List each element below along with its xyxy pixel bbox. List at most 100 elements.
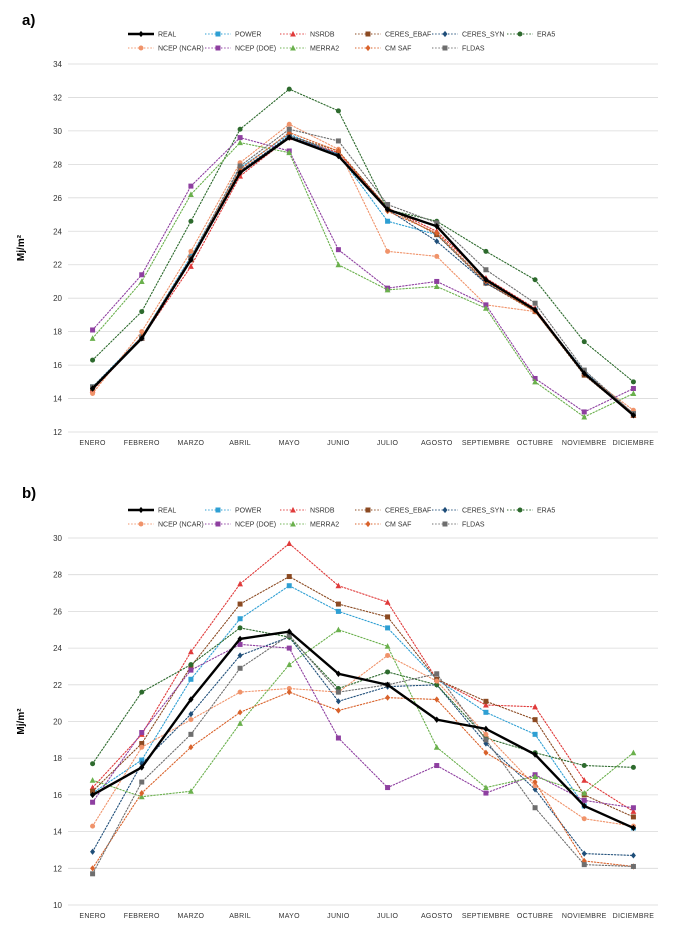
- data-point-b-ceres-syn-noviembre: [581, 850, 587, 857]
- x-tick-label-a-mayo: MAYO: [279, 440, 301, 447]
- legend-marker-b-nsrdb: [290, 506, 296, 513]
- data-point-b-ceres-ebaf-febrero: [139, 741, 145, 747]
- data-point-b-cm-saf-septiembre: [483, 749, 489, 756]
- legend-marker-b-real: [138, 506, 144, 514]
- data-point-b-nsrdb-enero: [89, 784, 96, 791]
- data-point-a-ncep-doe-octubre: [532, 375, 538, 381]
- legend-label-b-nsrdb: NSRDB: [310, 508, 335, 515]
- x-tick-label-b-mayo: MAYO: [279, 913, 301, 920]
- y-tick-label-b-18: 18: [53, 754, 62, 763]
- x-tick-label-a-junio: JUNIO: [327, 440, 350, 447]
- data-point-a-merra2-enero: [89, 335, 96, 341]
- legend-entry-a-nsrdb: NSRDB: [280, 30, 335, 39]
- data-point-b-merra2-septiembre: [483, 784, 489, 791]
- data-point-a-fldas-octubre: [532, 300, 538, 306]
- data-point-b-era5-febrero: [139, 689, 145, 695]
- data-point-a-cm-saf-agosto: [434, 229, 440, 237]
- legend-entry-b-ceres-syn: CERES_SYN: [432, 506, 504, 515]
- legend-entry-a-merra2: MERRA2: [280, 44, 339, 53]
- data-point-b-ncep-doe-diciembre: [630, 805, 636, 811]
- data-point-a-real-mayo: [286, 134, 292, 141]
- data-point-b-era5-noviembre: [581, 763, 587, 769]
- series-b-ceres-ebaf: [90, 574, 636, 820]
- data-point-b-ceres-syn-diciembre: [630, 852, 636, 859]
- data-point-a-merra2-marzo: [188, 191, 194, 197]
- legend-entry-a-ncep-doe: NCEP (DOE): [205, 45, 276, 53]
- data-point-b-fldas-febrero: [139, 779, 145, 785]
- data-point-b-fldas-diciembre: [630, 863, 636, 869]
- panel-label-b: b): [22, 485, 36, 502]
- x-tick-label-b-agosto: AGOSTO: [421, 913, 453, 920]
- y-tick-label-a-20: 20: [53, 294, 62, 303]
- chart-panel-a: a) Mj/m² 12 14 16 18 20 22 24 26 28 30 32 34 ENERO FEBR…: [16, 12, 658, 447]
- data-point-a-merra2-junio: [335, 261, 342, 268]
- data-point-a-real-diciembre: [630, 412, 637, 419]
- x-tick-label-a-enero: ENERO: [79, 440, 106, 447]
- series-line-b-real: [91, 630, 635, 830]
- data-point-b-power-mayo: [286, 583, 292, 589]
- series-line-a-power: [92, 133, 634, 415]
- data-point-a-merra2-diciembre: [630, 390, 637, 397]
- x-tick-label-b-junio: JUNIO: [327, 913, 350, 920]
- y-tick-label-a-24: 24: [53, 227, 62, 236]
- data-point-b-ceres-ebaf-abril: [237, 601, 243, 607]
- series-a-fldas: [90, 126, 636, 417]
- data-point-a-ncep-ncar-febrero: [139, 329, 145, 335]
- legend-marker-a-ceres-ebaf: [365, 31, 371, 37]
- data-point-b-fldas-marzo: [188, 731, 194, 737]
- data-point-b-ceres-syn-marzo: [188, 711, 194, 718]
- data-point-b-cm-saf-agosto: [434, 696, 440, 703]
- data-point-b-nsrdb-octubre: [532, 703, 538, 710]
- y-tick-label-a-34: 34: [53, 60, 62, 69]
- legend-entry-b-cm-saf: CM SAF: [355, 520, 411, 529]
- y-tick-label-b-26: 26: [53, 607, 62, 616]
- data-point-a-real-octubre: [532, 306, 538, 314]
- data-point-a-era5-mayo: [286, 86, 292, 92]
- legend-a: REAL POWER NSRDB CERES_EBAF CERES_SYN ERA5 NCE…: [128, 30, 555, 53]
- data-point-b-nsrdb-mayo: [286, 540, 293, 547]
- y-tick-label-a-26: 26: [53, 194, 62, 203]
- data-point-b-ncep-ncar-agosto: [434, 678, 440, 684]
- legend-marker-b-cm-saf: [365, 520, 371, 528]
- data-point-a-ncep-doe-diciembre: [630, 386, 636, 392]
- data-point-a-ncep-doe-septiembre: [483, 302, 489, 308]
- data-point-a-real-enero: [89, 385, 96, 392]
- legend-entry-a-fldas: FLDAS: [432, 45, 485, 53]
- data-point-b-real-enero: [89, 791, 96, 799]
- data-point-a-ncep-ncar-julio: [385, 248, 391, 254]
- y-tick-label-a-16: 16: [53, 361, 62, 370]
- x-tick-label-a-julio: JULIO: [377, 440, 399, 447]
- data-point-b-real-noviembre: [581, 802, 587, 810]
- y-tick-label-a-12: 12: [53, 428, 62, 437]
- data-point-b-real-julio: [384, 681, 391, 688]
- data-point-a-fldas-mayo: [286, 126, 292, 132]
- data-point-b-power-junio: [335, 608, 341, 614]
- data-point-b-ncep-ncar-julio: [385, 652, 391, 658]
- data-point-b-nsrdb-julio: [384, 599, 391, 605]
- data-point-b-ncep-doe-enero: [90, 799, 96, 805]
- data-point-a-era5-septiembre: [483, 248, 489, 254]
- data-point-a-nsrdb-marzo: [188, 263, 194, 269]
- legend-entry-b-merra2: MERRA2: [280, 520, 339, 529]
- data-point-a-era5-diciembre: [630, 379, 636, 385]
- series-line-b-merra2: [92, 629, 634, 798]
- data-point-b-cm-saf-abril: [237, 709, 243, 716]
- data-point-a-ncep-ncar-mayo: [286, 121, 292, 127]
- y-tick-label-a-22: 22: [53, 261, 62, 270]
- data-point-b-cm-saf-julio: [385, 694, 391, 701]
- data-point-b-merra2-mayo: [286, 661, 293, 668]
- data-point-a-ncep-ncar-marzo: [188, 248, 194, 254]
- y-tick-label-b-12: 12: [53, 864, 62, 873]
- legend-entry-b-ceres-ebaf: CERES_EBAF: [355, 507, 431, 515]
- series-a-ceres-ebaf: [90, 133, 636, 418]
- data-point-a-fldas-agosto: [434, 220, 440, 226]
- legend-marker-b-ceres-syn: [442, 506, 448, 514]
- series-line-a-era5: [92, 88, 634, 383]
- series-b-fldas: [90, 632, 636, 877]
- x-tick-label-a-marzo: MARZO: [178, 440, 205, 447]
- data-point-b-merra2-noviembre: [581, 789, 588, 796]
- legend-marker-b-ceres-ebaf: [365, 507, 371, 513]
- data-point-b-ceres-ebaf-mayo: [286, 574, 292, 580]
- legend-label-a-ceres-syn: CERES_SYN: [462, 32, 504, 39]
- data-point-b-nsrdb-septiembre: [483, 701, 489, 708]
